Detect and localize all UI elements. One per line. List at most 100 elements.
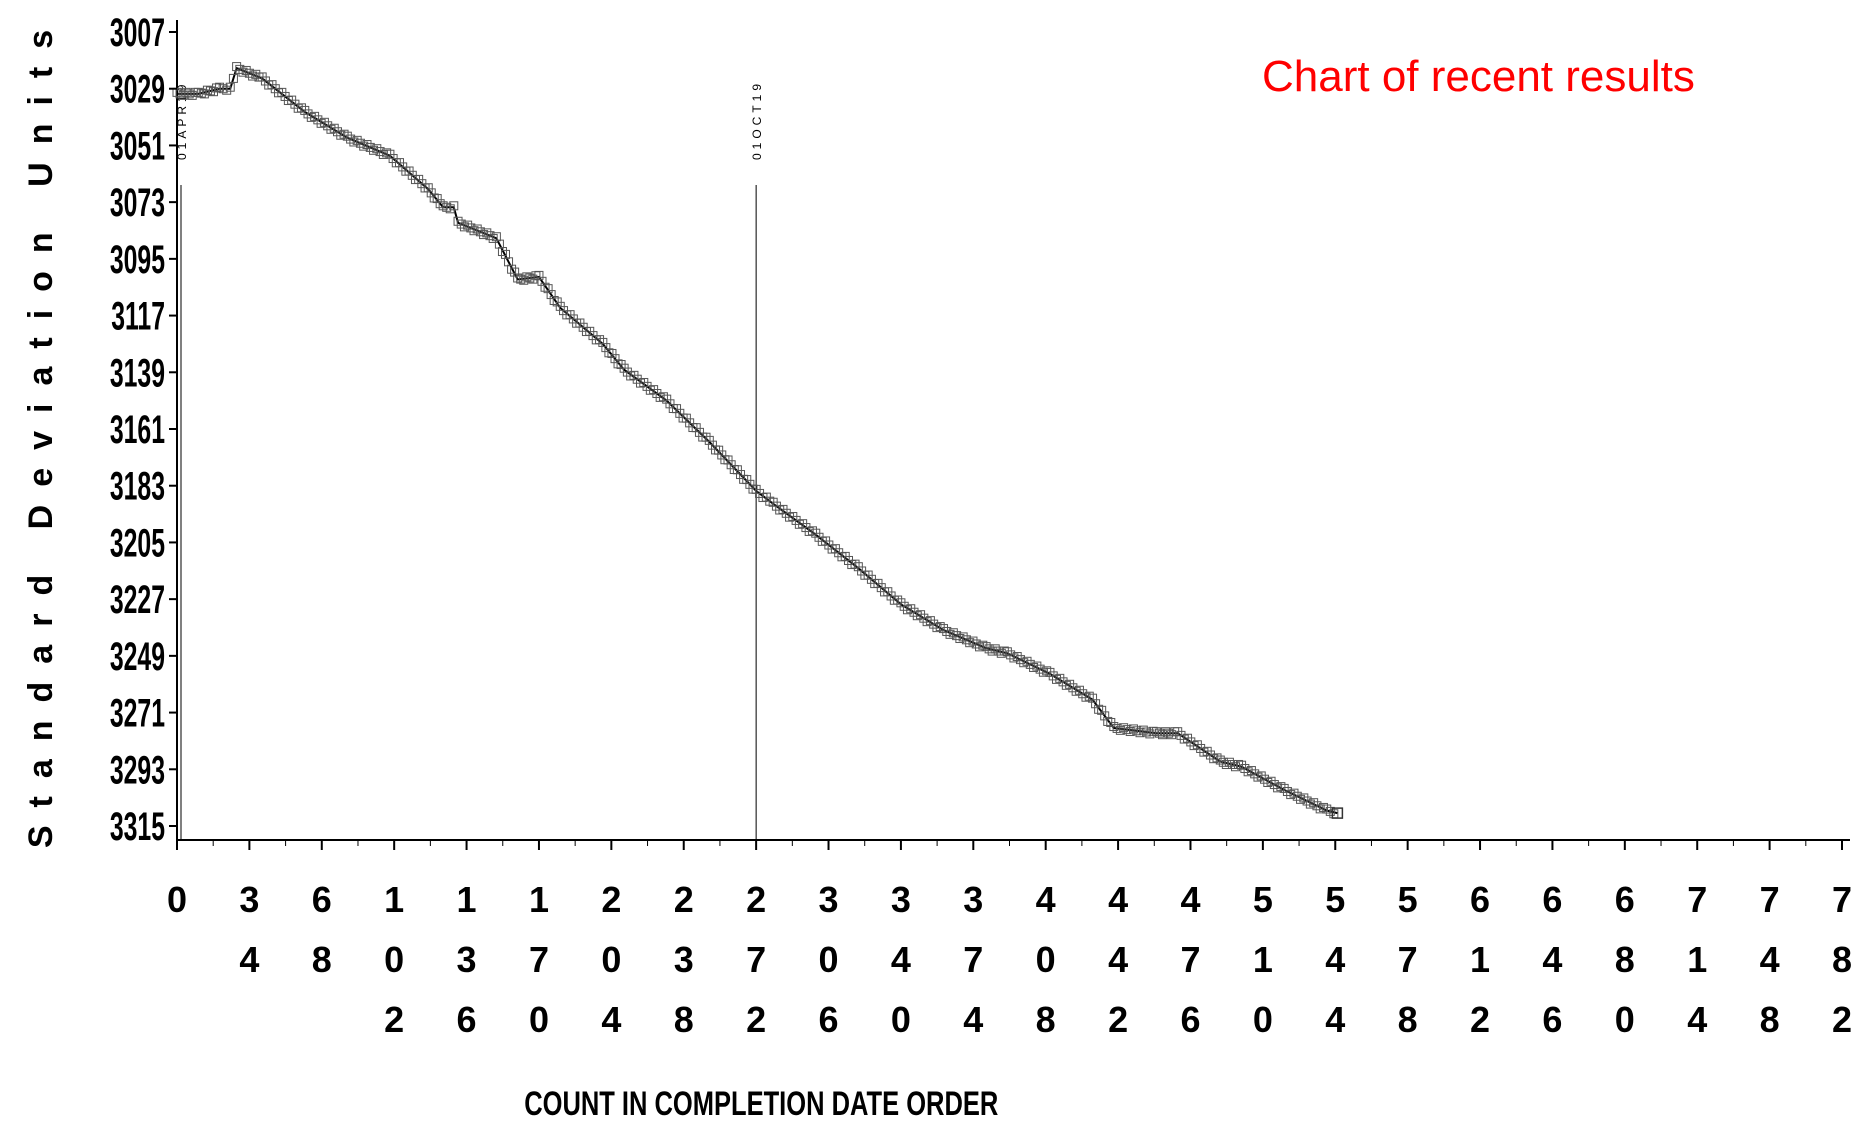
data-point: [232, 62, 242, 72]
data-point: [984, 644, 994, 654]
data-point: [296, 103, 306, 113]
data-point: [935, 622, 945, 632]
data-point: [181, 87, 191, 97]
data-point: [1068, 683, 1078, 693]
data-point: [987, 646, 997, 656]
data-point: [971, 639, 981, 649]
data-point: [714, 445, 724, 455]
data-point: [1279, 783, 1289, 793]
y-tick-label: 3315: [110, 805, 165, 849]
series-line: [177, 66, 1338, 815]
data-point: [1250, 769, 1260, 779]
data-point: [382, 148, 392, 158]
data-point: [1002, 647, 1012, 657]
data-point: [968, 636, 978, 646]
data-point: [1154, 728, 1164, 738]
data-point: [742, 475, 752, 485]
x-ticks: 0 3 4 6 8 1 0 2 1 3 6 1 7 0 2 0 4 2 3 8 2 7 2 3 0 6 3 4 0 3 7 4 4 0 8 4 4 2 4 7…: [167, 840, 1852, 1040]
data-point: [1221, 760, 1231, 770]
data-point: [1103, 716, 1113, 726]
data-point: [1112, 723, 1122, 733]
data-point: [955, 634, 965, 644]
data-point: [1115, 725, 1125, 735]
data-point: [1315, 804, 1325, 814]
data-point: [362, 140, 372, 150]
data-point: [1045, 667, 1055, 677]
data-point: [1035, 664, 1045, 674]
data-point: [952, 631, 962, 641]
data-point: [662, 394, 672, 404]
data-point: [942, 626, 952, 636]
data-point: [1305, 799, 1315, 809]
data-point: [1289, 788, 1299, 798]
data-point: [336, 130, 346, 140]
data-point: [1029, 662, 1039, 672]
data-point: [717, 450, 727, 460]
data-point: [1006, 650, 1016, 660]
data-point: [945, 629, 955, 639]
data-point: [595, 335, 605, 345]
data-point: [958, 632, 968, 642]
data-point: [196, 88, 206, 98]
data-point: [1230, 762, 1240, 772]
data-point: [342, 131, 352, 141]
data-point: [1246, 766, 1256, 776]
data-point: [1022, 656, 1032, 666]
data-point: [1061, 680, 1071, 690]
data-point: [1269, 780, 1279, 790]
y-tick-label: 3051: [110, 125, 165, 169]
data-point: [432, 194, 442, 204]
data-point: [919, 613, 929, 623]
data-point: [932, 623, 942, 633]
data-point: [655, 392, 665, 402]
data-point: [626, 371, 636, 381]
data-point: [1199, 747, 1209, 757]
data-point: [316, 118, 326, 128]
data-point: [1055, 673, 1065, 683]
data-point: [1048, 671, 1058, 681]
axes: [176, 20, 1850, 841]
data-point: [1209, 754, 1219, 764]
data-point: [238, 67, 248, 77]
data-point: [453, 216, 463, 226]
data-point: [1078, 689, 1088, 699]
data-point: [178, 90, 188, 100]
data-point: [491, 232, 501, 242]
y-tick-label: 3293: [110, 748, 165, 792]
data-point: [723, 455, 733, 465]
data-point: [610, 354, 620, 364]
data-point: [546, 290, 556, 300]
data-point: [850, 559, 860, 569]
data-point: [807, 526, 817, 536]
data-point: [1122, 725, 1132, 735]
x-axis-label: COUNT IN COMPLETION DATE ORDER: [524, 1085, 999, 1123]
data-point: [1058, 677, 1068, 687]
data-point: [694, 427, 704, 437]
data-point: [1179, 734, 1189, 744]
data-point: [251, 69, 261, 79]
y-tick-label: 3161: [110, 408, 165, 452]
data-point: [339, 129, 349, 139]
y-tick-label: 3073: [110, 181, 165, 225]
data-point: [459, 222, 469, 232]
data-point: [349, 137, 359, 147]
data-point: [500, 249, 510, 259]
data-point: [497, 247, 507, 257]
data-point: [675, 408, 685, 418]
data-point: [1253, 772, 1263, 782]
data-point: [1097, 705, 1107, 715]
data-point: [537, 276, 547, 286]
data-point: [429, 193, 439, 203]
data-point: [482, 228, 492, 238]
data-point: [1081, 692, 1091, 702]
